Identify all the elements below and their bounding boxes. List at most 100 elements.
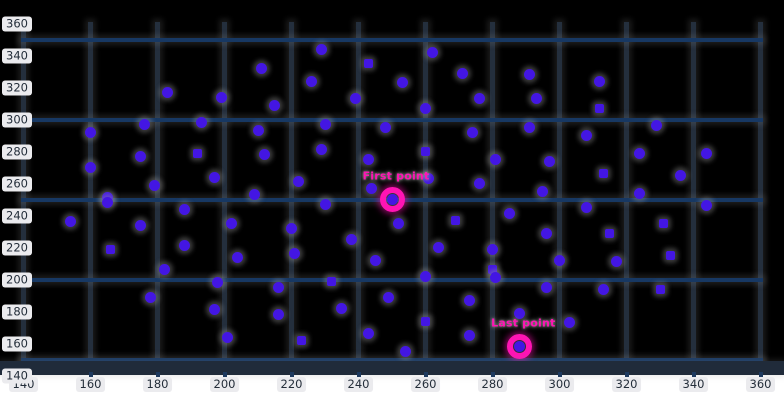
x-tick-label: 320: [611, 377, 642, 392]
first-point-label: First point: [362, 169, 430, 182]
data-point: [597, 283, 609, 295]
data-point: [433, 242, 445, 253]
data-point: [369, 254, 381, 266]
data-point: [208, 304, 220, 316]
vertical-gridline: [557, 22, 562, 362]
data-point: [634, 187, 646, 199]
data-point: [286, 222, 297, 234]
data-point: [580, 202, 592, 213]
data-point: [473, 178, 485, 189]
data-point: [208, 171, 220, 183]
data-point: [327, 276, 337, 286]
data-point: [530, 93, 542, 105]
data-point: [319, 118, 331, 130]
data-point: [289, 248, 301, 260]
x-tick-label: 200: [209, 377, 240, 392]
x-tick-label: 180: [142, 377, 173, 392]
horizontal-gridline: [21, 117, 763, 122]
data-point: [543, 155, 555, 167]
x-tick-label: 340: [678, 377, 709, 392]
data-point: [349, 93, 361, 105]
data-point: [222, 331, 234, 343]
data-point: [212, 277, 224, 289]
y-tick-label: 200: [2, 272, 32, 287]
data-point: [292, 176, 304, 188]
y-tick-label: 220: [2, 240, 32, 255]
data-point: [135, 219, 147, 231]
data-point: [610, 256, 622, 268]
y-tick-label: 360: [2, 16, 32, 31]
data-point: [366, 182, 378, 194]
data-point: [225, 218, 237, 229]
data-point: [297, 335, 307, 345]
data-point: [594, 75, 606, 87]
data-point: [523, 69, 535, 81]
data-point: [106, 244, 116, 254]
data-point: [138, 118, 150, 130]
data-point: [421, 147, 430, 156]
data-point: [64, 216, 76, 228]
data-point: [383, 291, 395, 303]
vertical-gridline: [88, 22, 93, 362]
data-point: [158, 264, 170, 276]
data-point: [490, 272, 502, 284]
data-point: [595, 103, 605, 113]
data-point: [193, 148, 203, 158]
data-point: [259, 149, 271, 161]
x-tick-label: 300: [544, 377, 575, 392]
data-point: [336, 302, 348, 314]
data-point: [178, 240, 190, 252]
data-point: [598, 169, 608, 179]
data-point: [215, 91, 227, 103]
data-point: [674, 170, 686, 181]
data-point: [393, 218, 405, 229]
y-tick-label: 320: [2, 80, 32, 95]
data-point: [306, 75, 318, 87]
data-point: [503, 208, 515, 220]
data-point: [269, 99, 281, 111]
data-point: [396, 77, 408, 89]
data-point: [272, 309, 284, 321]
x-tick-label: 360: [745, 377, 776, 392]
y-tick-label: 340: [2, 48, 32, 63]
data-point: [701, 200, 713, 212]
data-point: [346, 234, 358, 245]
data-point: [523, 122, 535, 133]
data-point: [634, 147, 646, 159]
data-point: [456, 67, 468, 79]
vertical-gridline: [289, 22, 294, 362]
data-point: [655, 284, 665, 294]
data-point: [195, 117, 207, 129]
x-tick-label: 280: [477, 377, 508, 392]
horizontal-gridline: [21, 37, 763, 42]
x-tick-label: 260: [410, 377, 441, 392]
first-point-marker: [379, 187, 405, 212]
last-point-marker: [506, 334, 532, 360]
data-point: [319, 198, 331, 210]
data-point: [488, 265, 497, 275]
data-point: [463, 330, 475, 341]
data-point: [420, 270, 431, 282]
data-point: [564, 317, 576, 329]
data-point: [316, 43, 328, 55]
data-point: [399, 346, 411, 357]
data-point: [658, 219, 668, 228]
data-point: [272, 282, 284, 293]
data-point: [249, 189, 261, 201]
data-point: [473, 93, 485, 105]
vertical-gridline: [490, 22, 495, 362]
vertical-gridline: [21, 22, 26, 362]
data-point: [85, 162, 96, 173]
horizontal-gridline: [21, 357, 763, 362]
data-point: [451, 215, 461, 225]
horizontal-gridline: [21, 277, 763, 282]
data-point: [701, 147, 713, 159]
data-point: [580, 130, 592, 141]
data-point: [421, 316, 430, 326]
x-tick-label: 160: [75, 377, 106, 392]
data-point: [85, 126, 96, 138]
data-point: [148, 179, 160, 191]
data-point: [423, 173, 435, 185]
vertical-gridline: [691, 22, 696, 362]
data-point: [537, 186, 549, 197]
